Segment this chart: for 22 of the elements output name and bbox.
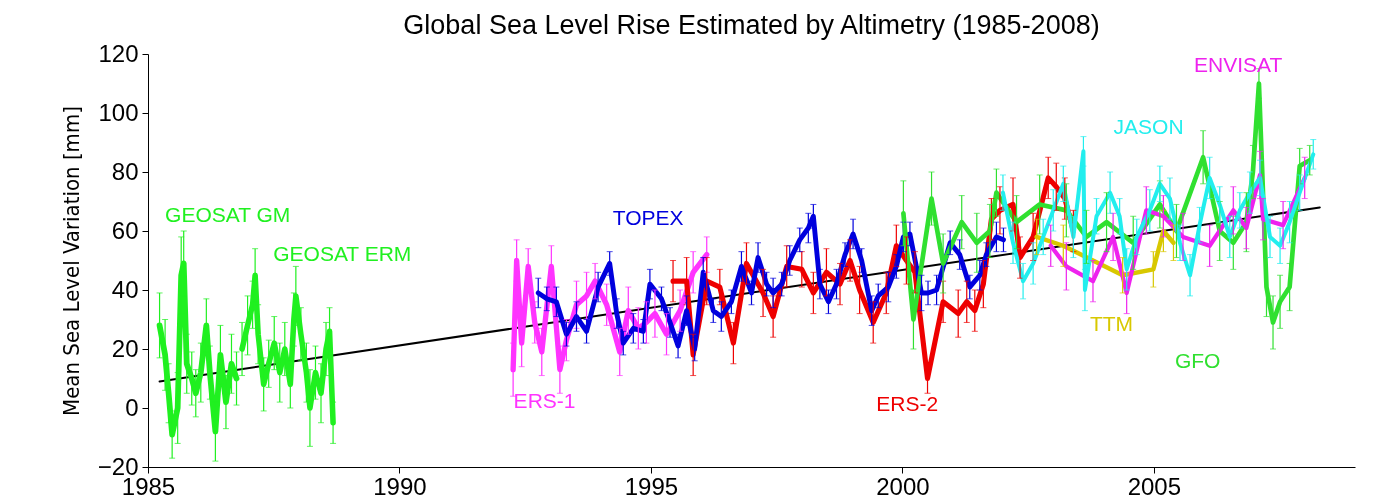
y-axis-title: Mean Sea Level Variation [mm]: [58, 106, 84, 416]
x-tick-label: 2005: [1127, 472, 1182, 496]
series-label: GEOSAT GM: [165, 203, 291, 227]
series-label: GEOSAT ERM: [273, 241, 412, 265]
y-tick-label: 0: [125, 393, 139, 421]
x-tick-label: 1990: [373, 472, 427, 496]
text: ENVISAT: [1194, 52, 1283, 76]
text: GFO: [1174, 348, 1221, 372]
y-tick-label: 120: [98, 39, 139, 67]
series-label: JASON: [1113, 114, 1184, 138]
x-tick-label: 2000: [876, 472, 930, 496]
chart-title: Global Sea Level Rise Estimated by Altimetry (1985-2008): [403, 10, 1100, 40]
series-label: ERS-1: [513, 389, 576, 413]
series-label: ERS-2: [876, 392, 939, 416]
y-tick-label: 100: [98, 98, 139, 126]
y-tick-label: 40: [111, 275, 139, 303]
y-tick-label: 20: [111, 334, 139, 362]
series-label: TTM: [1089, 312, 1134, 336]
y-tick-label: 80: [111, 157, 139, 185]
series-label: TOPEX: [612, 206, 684, 230]
x-tick-label: 1995: [624, 472, 679, 496]
y-tick-label: 60: [111, 216, 139, 244]
